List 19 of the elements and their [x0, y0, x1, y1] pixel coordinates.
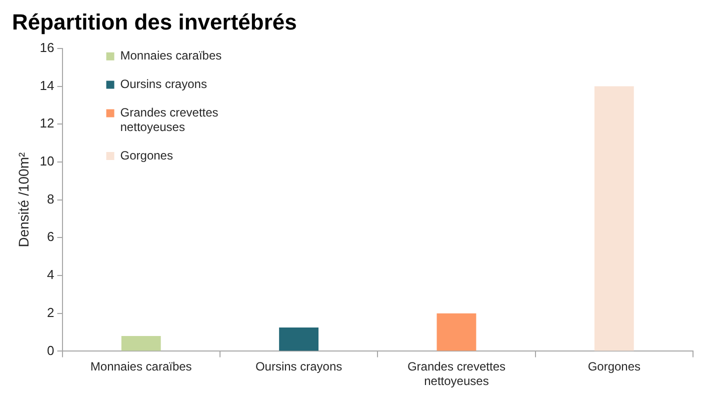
x-tick-label: Grandes crevettes nettoyeuses — [407, 360, 506, 388]
x-tick-label: Monnaies caraïbes — [90, 360, 192, 374]
y-tick-label: 16 — [40, 40, 54, 55]
chart-title: Répartition des invertébrés — [12, 9, 297, 34]
x-tick-label: Gorgones — [588, 360, 641, 374]
legend-label: Grandes crevettes nettoyeuses — [120, 106, 218, 134]
legend-label: Monnaies caraïbes — [120, 48, 222, 63]
y-tick-label: 14 — [40, 78, 54, 93]
y-tick-label: 0 — [47, 342, 54, 358]
y-tick-label: 6 — [47, 229, 54, 244]
x-tick-label: Oursins crayons — [255, 360, 342, 374]
y-tick-label: 12 — [40, 116, 54, 131]
y-tick-label: 8 — [47, 191, 54, 206]
y-tick-label: 2 — [47, 304, 54, 320]
legend-label: Oursins crayons — [120, 77, 207, 92]
y-tick-label: 4 — [47, 267, 54, 282]
legend-label: Gorgones — [120, 148, 173, 162]
y-tick-label: 10 — [40, 154, 54, 169]
y-axis-title: Densité /100m² — [15, 152, 32, 248]
